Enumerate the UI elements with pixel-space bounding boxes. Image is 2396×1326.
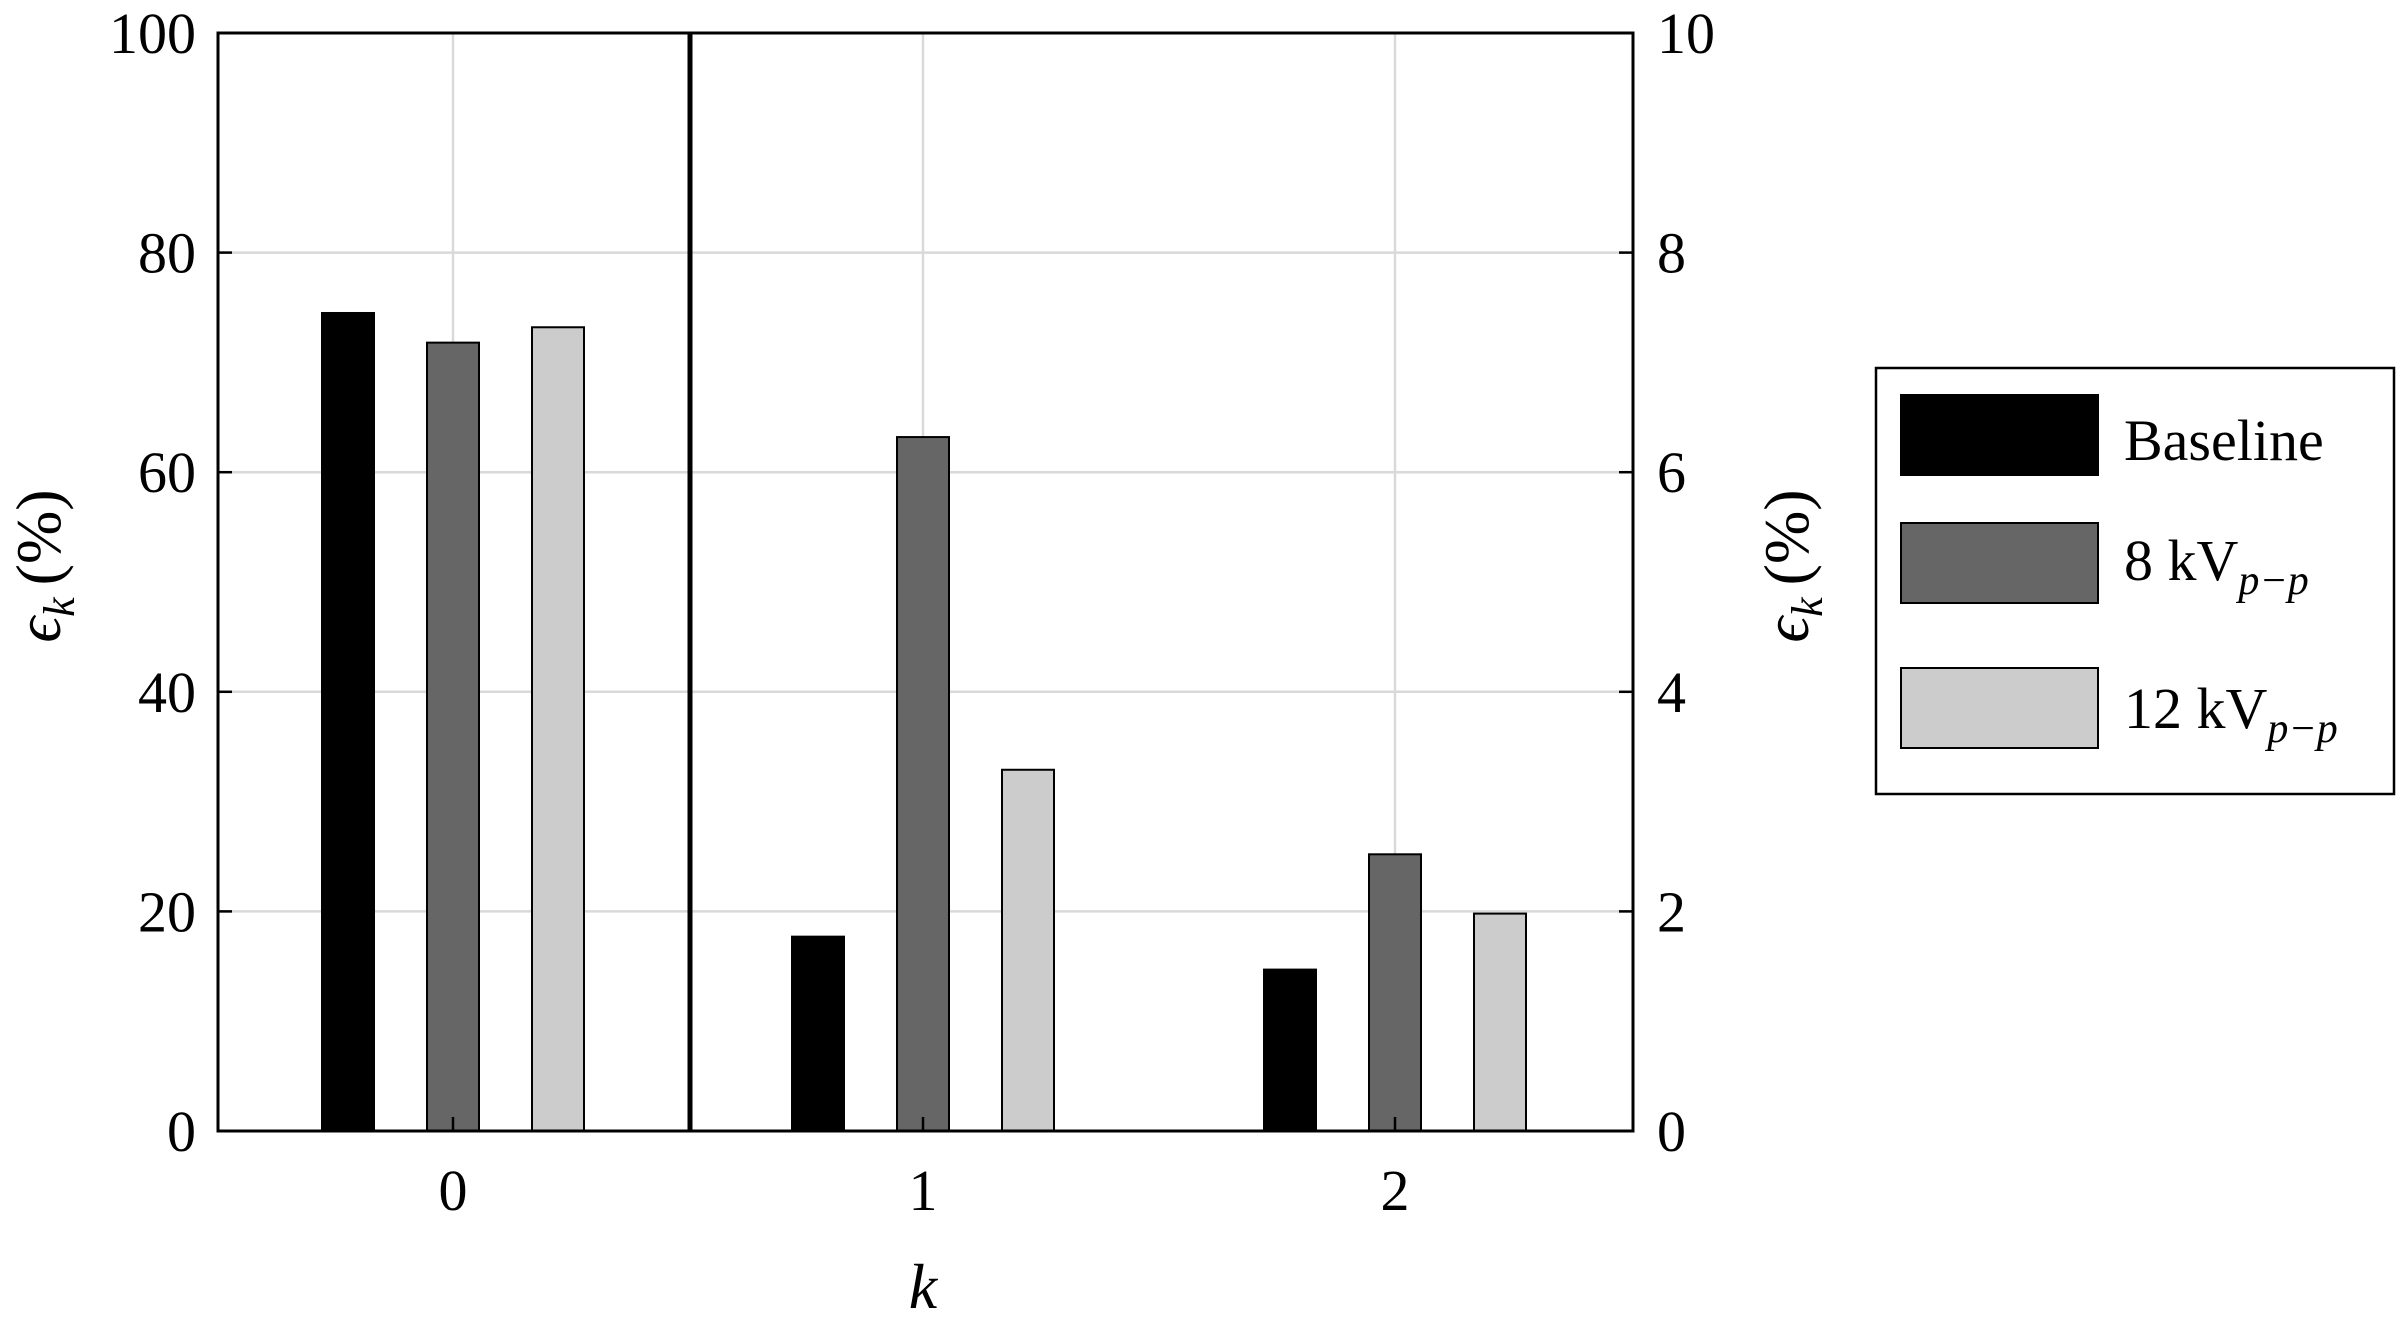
left-y-tick-label: 0 bbox=[167, 1099, 196, 1164]
y-axis-title-right-unit: (%) bbox=[1751, 489, 1822, 585]
legend-entry-baseline: Baseline bbox=[1900, 394, 2324, 476]
legend-label-8kv-main: 8 kV bbox=[2124, 528, 2239, 593]
bar-0-1 bbox=[791, 935, 845, 1132]
bar-2-0 bbox=[531, 326, 585, 1133]
legend-swatch-12kv bbox=[1900, 667, 2099, 749]
left-y-tick-label: 100 bbox=[109, 1, 196, 66]
left-y-tick-label: 80 bbox=[138, 221, 196, 286]
bar-2-2 bbox=[1473, 912, 1527, 1133]
right-y-tick-label: 8 bbox=[1657, 221, 1686, 286]
bar-1-1 bbox=[896, 436, 950, 1132]
y-axis-title-left-symbol: ϵ bbox=[3, 615, 74, 643]
plot-frame bbox=[216, 31, 1635, 1133]
legend: Baseline 8 kVp−p 12 kVp−p bbox=[1874, 366, 2396, 796]
right-y-tick-label: 2 bbox=[1657, 879, 1686, 944]
x-tick-label: 1 bbox=[909, 1158, 938, 1223]
legend-label-12kv-main: 12 kV bbox=[2124, 676, 2268, 741]
y-axis-title-left-sub: k bbox=[35, 596, 84, 617]
bar-0-2 bbox=[1263, 968, 1317, 1132]
bars-layer bbox=[321, 311, 1527, 1133]
legend-label-12kv-sub: p−p bbox=[2264, 706, 2337, 752]
y-axis-title-left-unit: (%) bbox=[3, 489, 74, 585]
y-axis-title-right-sub: k bbox=[1783, 596, 1832, 617]
right-y-tick-label: 6 bbox=[1657, 440, 1686, 505]
y-axis-title-left: ϵk (%) bbox=[3, 489, 84, 642]
x-axis-title: k bbox=[909, 1251, 939, 1322]
legend-swatch-baseline bbox=[1900, 394, 2099, 476]
legend-entry-8kv: 8 kVp−p bbox=[1900, 522, 2309, 604]
bar-1-2 bbox=[1368, 853, 1422, 1133]
right-y-tick-label: 4 bbox=[1657, 660, 1686, 725]
legend-entry-12kv: 12 kVp−p bbox=[1900, 667, 2338, 752]
legend-label-baseline: Baseline bbox=[2124, 408, 2324, 473]
right-y-tick-label: 0 bbox=[1657, 1099, 1686, 1164]
bar-2-1 bbox=[1001, 768, 1055, 1132]
left-y-tick-label: 40 bbox=[138, 660, 196, 725]
x-tick-label: 2 bbox=[1381, 1158, 1410, 1223]
y-axis-title-right: ϵk (%) bbox=[1751, 489, 1832, 642]
left-y-tick-label: 20 bbox=[138, 879, 196, 944]
right-y-tick-label: 10 bbox=[1657, 1, 1715, 66]
left-y-tick-label: 60 bbox=[138, 440, 196, 505]
bar-1-0 bbox=[426, 341, 480, 1132]
x-tick-label: 0 bbox=[439, 1158, 468, 1223]
legend-label-8kv-sub: p−p bbox=[2235, 558, 2308, 604]
bar-0-0 bbox=[321, 311, 375, 1132]
legend-swatch-8kv bbox=[1900, 522, 2099, 604]
y-axis-title-right-symbol: ϵ bbox=[1751, 615, 1822, 643]
axes-layer bbox=[216, 31, 1635, 1133]
legend-label-12kv: 12 kVp−p bbox=[2124, 676, 2338, 752]
legend-label-8kv: 8 kVp−p bbox=[2124, 528, 2309, 604]
